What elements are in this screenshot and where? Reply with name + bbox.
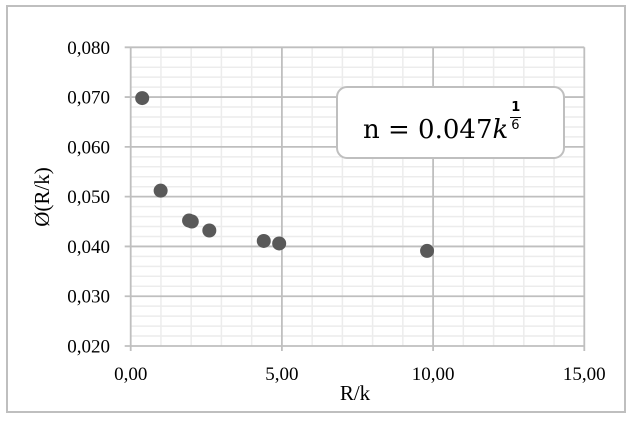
y-tick-label: 0,080 [67, 38, 110, 59]
equation-annotation-box: n = 0.047k 1 6 [336, 86, 565, 159]
data-point-marker [202, 223, 217, 238]
exponent-numerator: 1 [511, 100, 521, 115]
data-point-marker [272, 236, 287, 251]
y-tick-label: 0,060 [67, 137, 110, 158]
data-point-marker [256, 233, 271, 248]
exponent-denominator: 6 [511, 118, 520, 133]
equation-text: n = 0.047k 1 6 [363, 100, 523, 145]
y-tick-label: 0,070 [67, 88, 110, 109]
equation-variable: k [492, 115, 509, 145]
major-gridlines [124, 46, 586, 351]
chart-frame [6, 5, 626, 413]
data-points [135, 91, 435, 258]
data-point-marker [135, 91, 150, 106]
y-tick-label: 0,040 [67, 237, 110, 258]
y-tick-label: 0,050 [67, 187, 110, 208]
equation-lhs: n = 0.047 [363, 115, 493, 145]
x-tick-label: 15,00 [563, 364, 606, 385]
data-point-marker [184, 214, 199, 229]
y-axis-tick-labels: 0,020 0,030 0,040 0,050 0,060 0,070 0,080 [67, 38, 110, 358]
y-axis-title: Ø(R/k) [30, 167, 54, 227]
x-axis-title: R/k [340, 381, 371, 405]
x-axis-tick-labels: 0,00 5,00 10,00 15,00 [114, 364, 606, 385]
x-tick-label: 0,00 [114, 364, 147, 385]
y-tick-label: 0,030 [67, 287, 110, 308]
x-tick-label: 10,00 [412, 364, 455, 385]
y-tick-label: 0,020 [67, 337, 110, 358]
data-point-marker [420, 243, 435, 258]
x-tick-label: 5,00 [265, 364, 298, 385]
data-point-marker [153, 183, 168, 198]
fraction-bar [510, 117, 522, 119]
